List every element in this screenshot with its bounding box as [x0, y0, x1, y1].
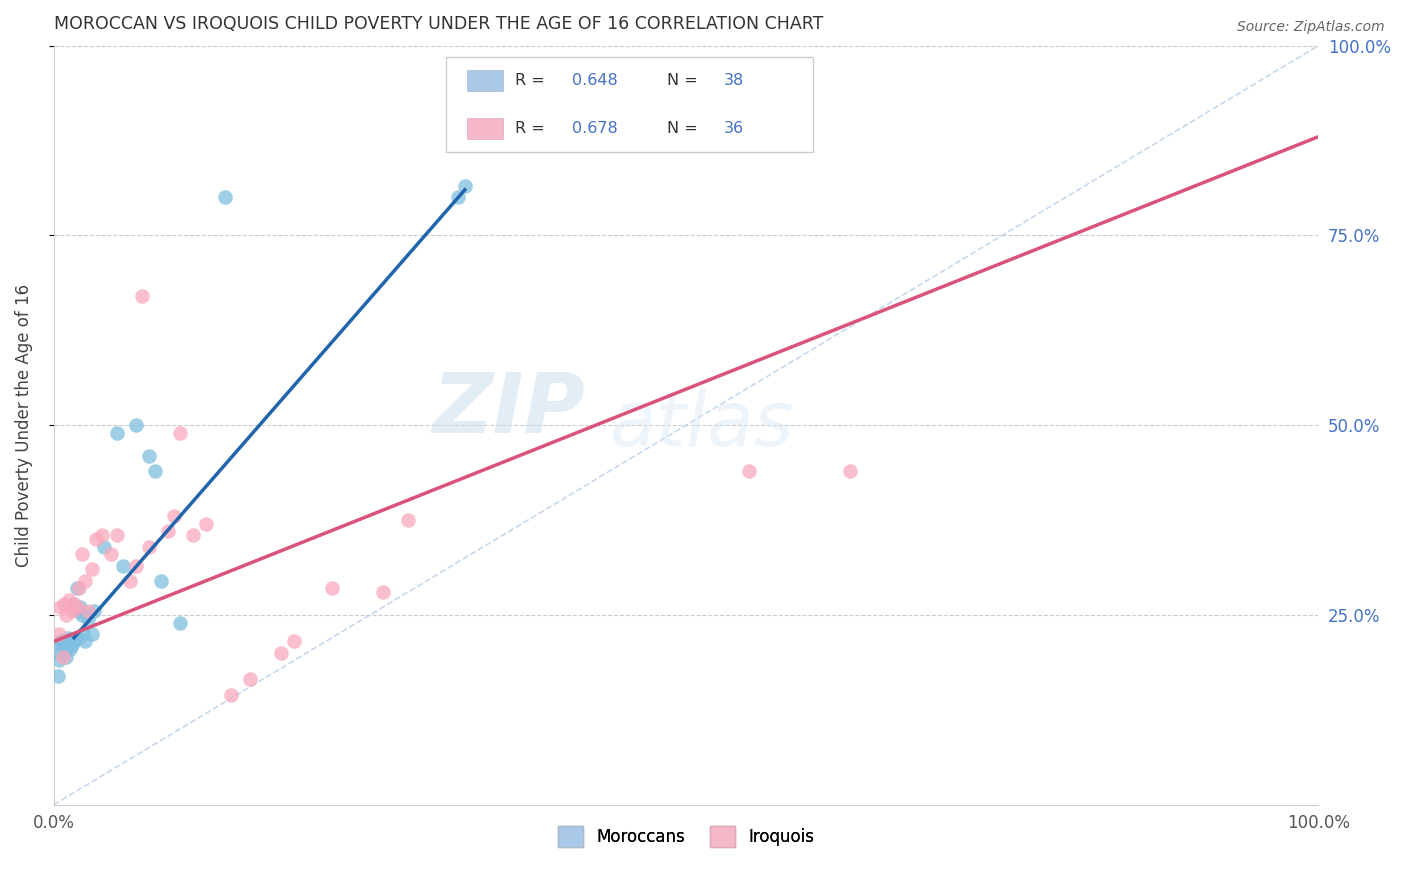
Point [53, 634, 76, 648]
Point [454, 179, 477, 194]
Text: N =: N = [666, 121, 703, 136]
Point [143, 464, 166, 478]
Point [738, 464, 761, 478]
Text: ZIP: ZIP [432, 369, 585, 450]
Point [84, 532, 107, 546]
Point [63, 597, 86, 611]
Point [90, 528, 112, 542]
Point [66, 631, 89, 645]
Text: atlas: atlas [610, 388, 794, 462]
Point [52, 634, 75, 648]
Point [131, 289, 153, 303]
Point [270, 646, 292, 660]
Point [75, 574, 97, 588]
Point [125, 558, 148, 573]
Point [55, 634, 77, 648]
Point [181, 528, 204, 542]
Point [100, 547, 122, 561]
Point [63, 634, 86, 648]
Point [49, 646, 72, 660]
FancyBboxPatch shape [446, 57, 813, 152]
Text: N =: N = [666, 73, 703, 88]
Point [396, 513, 419, 527]
Point [138, 449, 160, 463]
Text: R =: R = [516, 73, 550, 88]
Point [51, 634, 73, 648]
Point [118, 574, 141, 588]
Point [55, 607, 77, 622]
Point [55, 649, 77, 664]
Point [80, 627, 103, 641]
Text: 0.678: 0.678 [572, 121, 619, 136]
Point [283, 634, 305, 648]
Point [46, 668, 69, 682]
Point [93, 540, 115, 554]
Y-axis label: Child Poverty Under the Age of 16: Child Poverty Under the Age of 16 [15, 284, 32, 566]
Text: 38: 38 [724, 73, 744, 88]
Point [52, 649, 75, 664]
Point [48, 653, 70, 667]
Point [321, 582, 343, 596]
Point [112, 558, 135, 573]
Point [77, 612, 100, 626]
Point [75, 634, 97, 648]
Point [70, 607, 93, 622]
Text: R =: R = [516, 121, 550, 136]
Point [60, 638, 83, 652]
Point [48, 627, 70, 641]
Point [65, 600, 87, 615]
Point [214, 190, 236, 204]
Point [219, 688, 242, 702]
Point [194, 516, 217, 531]
Point [52, 646, 75, 660]
Text: 0.648: 0.648 [572, 73, 619, 88]
Point [150, 574, 173, 588]
Point [371, 585, 394, 599]
Legend: Moroccans, Iroquois: Moroccans, Iroquois [551, 820, 821, 854]
Point [169, 425, 191, 440]
Point [163, 509, 186, 524]
Point [69, 600, 91, 615]
Point [125, 418, 148, 433]
Point [105, 425, 128, 440]
Point [169, 615, 191, 630]
Point [49, 600, 72, 615]
Point [72, 627, 94, 641]
Point [70, 547, 93, 561]
FancyBboxPatch shape [467, 70, 503, 91]
Point [77, 604, 100, 618]
Point [447, 190, 470, 204]
Point [239, 673, 262, 687]
Point [52, 597, 75, 611]
Point [67, 582, 90, 596]
Point [56, 631, 79, 645]
Point [59, 642, 82, 657]
Point [62, 597, 84, 611]
Point [138, 540, 160, 554]
Point [80, 562, 103, 576]
Point [156, 524, 179, 539]
Point [67, 604, 90, 618]
Point [105, 528, 128, 542]
Point [65, 582, 87, 596]
Point [83, 604, 105, 618]
Point [49, 638, 72, 652]
Point [58, 638, 80, 652]
Point [58, 592, 80, 607]
Point [60, 604, 83, 618]
FancyBboxPatch shape [467, 118, 503, 139]
Point [65, 631, 87, 645]
Point [839, 464, 862, 478]
Text: Source: ZipAtlas.com: Source: ZipAtlas.com [1237, 20, 1385, 34]
Text: MOROCCAN VS IROQUOIS CHILD POVERTY UNDER THE AGE OF 16 CORRELATION CHART: MOROCCAN VS IROQUOIS CHILD POVERTY UNDER… [53, 15, 823, 33]
Text: 36: 36 [724, 121, 744, 136]
